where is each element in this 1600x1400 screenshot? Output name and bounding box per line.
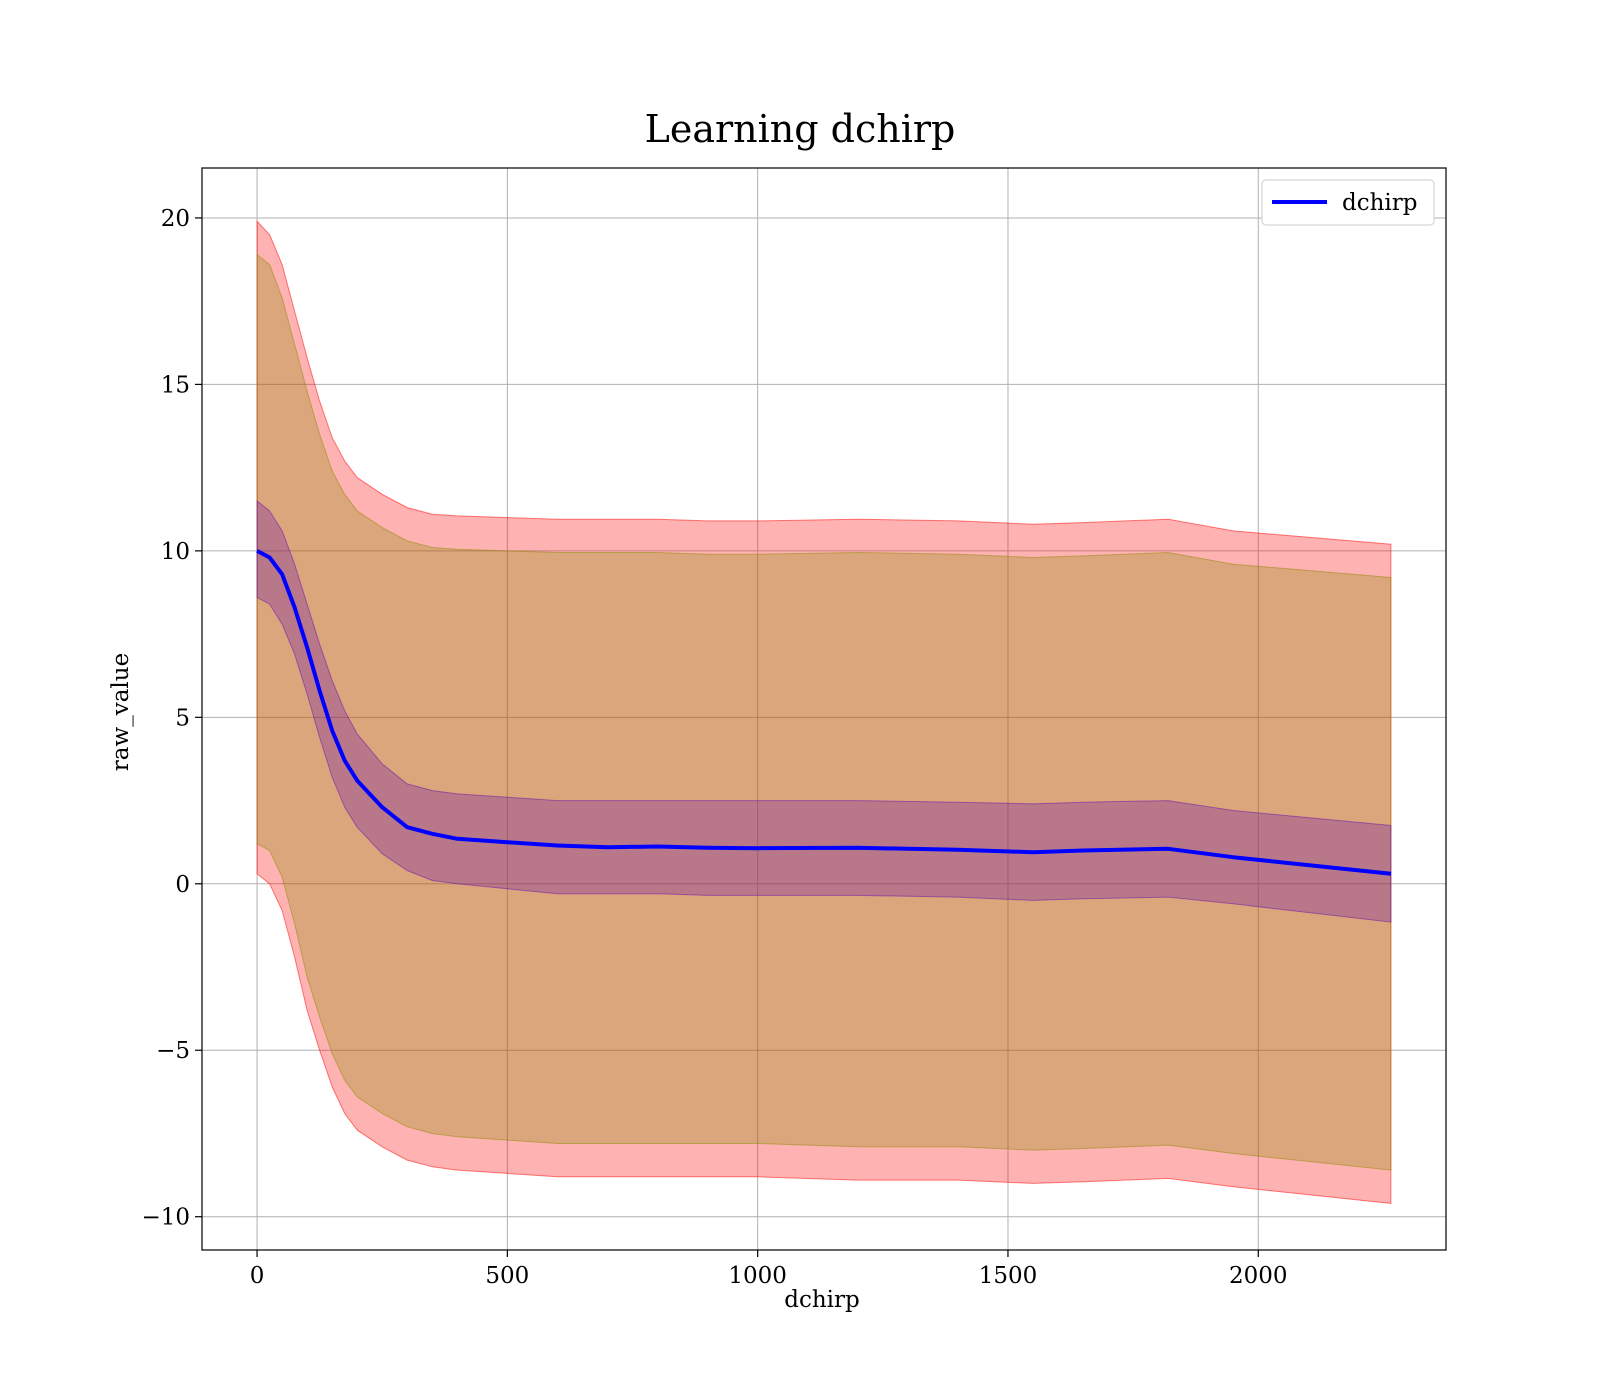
y-tick-label: 5 <box>175 705 190 731</box>
plot-frame <box>201 167 1447 1251</box>
band-layer <box>256 220 1392 1204</box>
y-tick-label: −10 <box>141 1205 190 1231</box>
tick-layer: 0 500 1000 1500 2000 −10 −5 0 5 10 15 20 <box>141 206 1287 1289</box>
y-tick-label: 0 <box>175 872 190 898</box>
y-tick-label: −5 <box>156 1038 190 1064</box>
legend: dchirp <box>1261 179 1435 226</box>
x-axis-label: dchirp <box>784 1287 860 1313</box>
grid-layer <box>202 168 1446 1250</box>
y-axis-label: raw_value <box>108 653 134 771</box>
legend-entry-dchirp: dchirp <box>1342 190 1418 216</box>
outer-band <box>256 220 1392 1204</box>
y-tick-label: 15 <box>161 372 190 398</box>
legend-box <box>1261 179 1435 226</box>
line-layer <box>256 549 1392 876</box>
chart-title: Learning dchirp <box>645 107 956 151</box>
x-tick-label: 0 <box>250 1263 265 1289</box>
x-tick-label: 2000 <box>1229 1263 1288 1289</box>
inner-band <box>256 499 1392 923</box>
y-tick-label: 10 <box>161 539 190 565</box>
y-tick-label: 20 <box>161 206 190 232</box>
x-tick-label: 1000 <box>728 1263 787 1289</box>
x-tick-label: 1500 <box>979 1263 1038 1289</box>
middle-band <box>256 253 1392 1171</box>
series-line-dchirp <box>256 549 1392 876</box>
x-tick-label: 500 <box>485 1263 529 1289</box>
